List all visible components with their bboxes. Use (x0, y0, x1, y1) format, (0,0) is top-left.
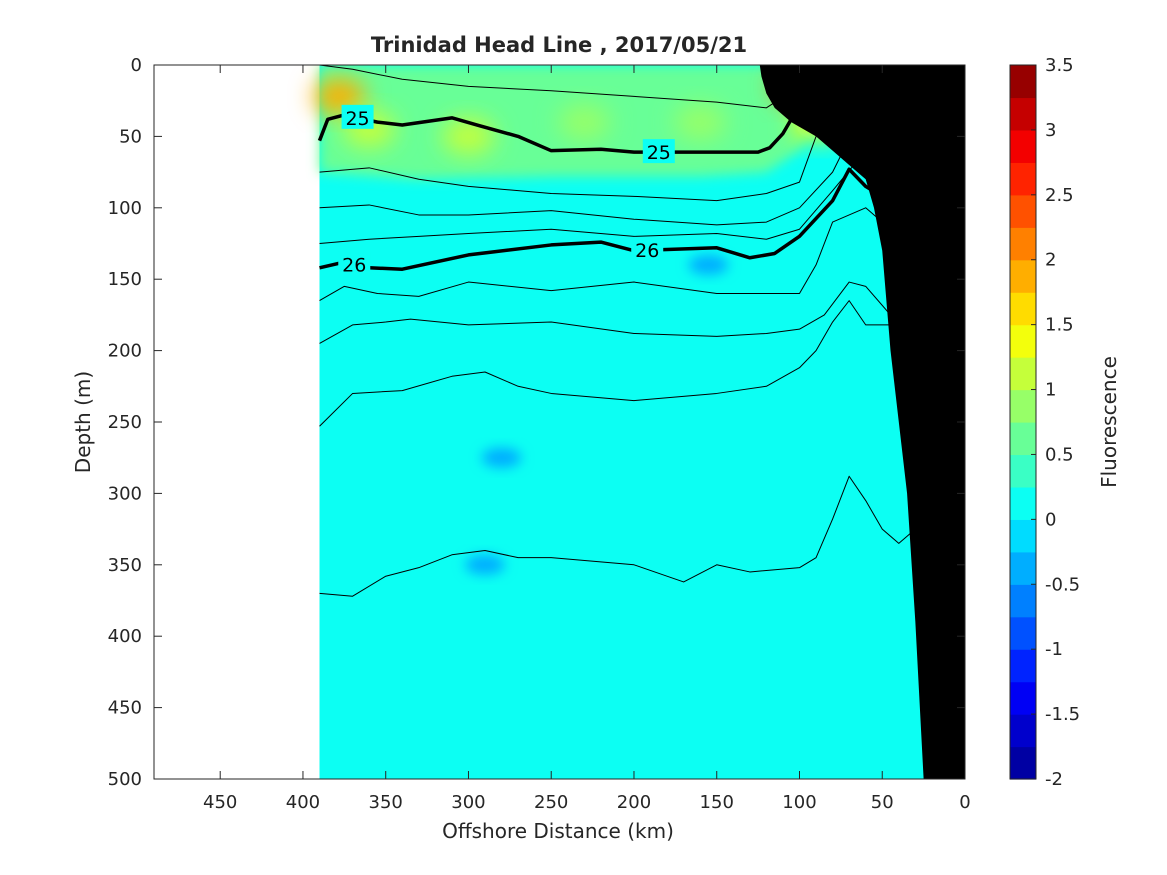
colorbar-segment (1010, 681, 1036, 715)
colorbar-tick-label: 2.5 (1045, 185, 1074, 206)
colorbar-label: Fluorescence (1097, 356, 1121, 488)
x-tick-label: 400 (286, 792, 320, 813)
colorbar-segment (1010, 714, 1036, 748)
colorbar-tick-label: 1 (1045, 380, 1056, 401)
y-tick-label: 300 (108, 483, 142, 504)
fluorescence-patch-13 (465, 554, 506, 575)
y-axis-ticks: 0 50 100 150 200 250 300 350 400 450 500 (108, 55, 965, 790)
contour-label-26-1: 26 (342, 254, 366, 276)
colorbar-segment (1010, 616, 1036, 650)
colorbar-segment (1010, 486, 1036, 520)
colorbar-segment (1010, 584, 1036, 618)
colorbar-segment (1010, 357, 1036, 391)
x-tick-label: 150 (700, 792, 734, 813)
isopycnal-thin-10 (319, 475, 916, 597)
x-tick-label: 350 (369, 792, 403, 813)
contour-label-25-1: 25 (345, 108, 369, 130)
colorbar-frame (1009, 64, 1037, 780)
fluorescence-patch-12 (481, 447, 522, 468)
colorbar-segment (1010, 259, 1036, 293)
contour-label-25-2: 25 (647, 142, 671, 164)
seafloor-bathymetry (759, 65, 965, 779)
contour-label-26-2: 26 (635, 240, 659, 262)
colorbar-segment (1010, 551, 1036, 585)
contour-label-mask (338, 251, 371, 276)
colorbar-segment (1010, 422, 1036, 456)
y-tick-label: 100 (108, 198, 142, 219)
colorbar-tick-label: 1.5 (1045, 315, 1074, 336)
colorbar-tick-label: -0.5 (1045, 574, 1080, 595)
fluorescence-patch-4 (558, 104, 611, 141)
x-tick-label: 250 (534, 792, 568, 813)
colorbar-tick-label: 0.5 (1045, 444, 1074, 465)
y-axis-label: Depth (m) (71, 371, 95, 473)
colorbar-scale (1010, 65, 1036, 780)
fluorescence-field (319, 65, 965, 779)
colorbar-tick-label: -1.5 (1045, 704, 1080, 725)
colorbar-segment (1010, 454, 1036, 488)
colorbar-tick-label: 3.5 (1045, 55, 1074, 76)
colorbar-segment (1010, 292, 1036, 326)
fluorescence-patch-5 (674, 104, 727, 141)
colorbar-tick-label: -2 (1045, 769, 1063, 790)
y-tick-label: 250 (108, 412, 142, 433)
isopycnal-thin-9 (319, 300, 933, 427)
colorbar-segment (1010, 519, 1036, 553)
y-tick-label: 350 (108, 555, 142, 576)
colorbar-segment (1010, 649, 1036, 683)
x-axis-label: Offshore Distance (km) (442, 819, 674, 843)
y-tick-label: 450 (108, 698, 142, 719)
colorbar-tick-label: -1 (1045, 639, 1063, 660)
colorbar-segment (1010, 227, 1036, 261)
colorbar-segment (1010, 746, 1036, 780)
x-tick-label: 0 (959, 792, 970, 813)
fluorescence-patch-11 (688, 254, 729, 275)
y-tick-label: 500 (108, 769, 142, 790)
colorbar-tick-label: 2 (1045, 250, 1056, 271)
plot-area: 2525262626 (153, 64, 966, 780)
y-tick-label: 400 (108, 626, 142, 647)
colorbar-ticks: 3.5 3 2.5 2 1.5 1 0.5 0 -0.5 -1 -1.5 -2 (1031, 55, 1080, 790)
colorbar-segment (1010, 194, 1036, 228)
x-tick-label: 200 (617, 792, 651, 813)
y-tick-label: 0 (131, 55, 142, 76)
colorbar-tick-label: 0 (1045, 509, 1056, 530)
colorbar: 3.5 3 2.5 2 1.5 1 0.5 0 -0.5 -1 -1.5 -2 Fluorescenc… (1009, 55, 1121, 790)
fluorescence-background-field (319, 65, 965, 779)
colorbar-segment (1010, 129, 1036, 163)
contour-label-mask (642, 139, 675, 164)
x-tick-label: 100 (782, 792, 816, 813)
colorbar-segment (1010, 324, 1036, 358)
colorbar-segment (1010, 389, 1036, 423)
y-tick-label: 50 (119, 126, 142, 147)
x-tick-label: 300 (451, 792, 485, 813)
chart-title: Trinidad Head Line , 2017/05/21 (371, 33, 747, 57)
contour-label-mask (341, 104, 374, 129)
colorbar-segment (1010, 97, 1036, 131)
y-tick-label: 200 (108, 341, 142, 362)
colorbar-tick-label: 3 (1045, 120, 1056, 141)
colorbar-segment (1010, 65, 1036, 99)
colorbar-segment (1010, 162, 1036, 196)
x-tick-label: 50 (871, 792, 894, 813)
contour-label-mask (631, 237, 664, 262)
x-tick-label: 450 (203, 792, 237, 813)
isopycnal-thin-8 (319, 281, 933, 344)
x-axis-ticks: 450 400 350 300 250 200 150 100 50 0 (203, 65, 971, 813)
y-tick-label: 150 (108, 269, 142, 290)
